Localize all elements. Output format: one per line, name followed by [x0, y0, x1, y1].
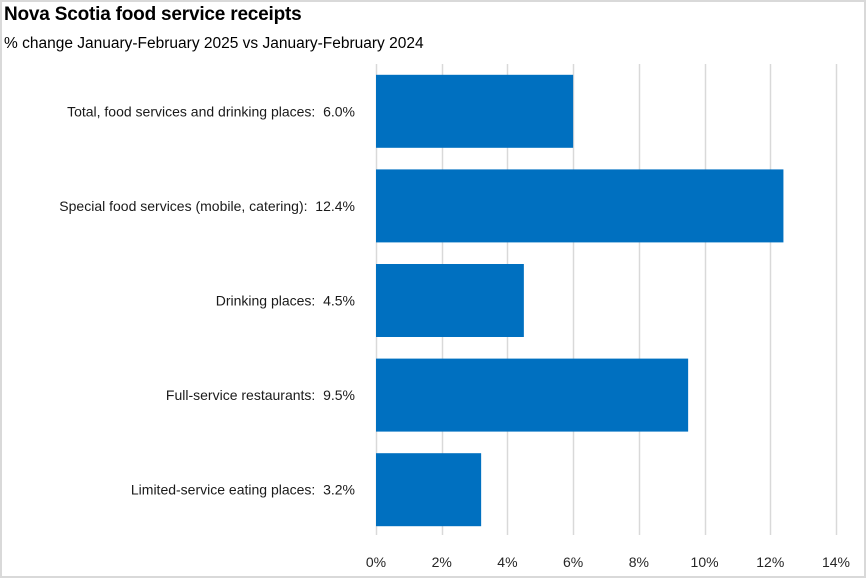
bar	[376, 74, 574, 148]
chart-title: Nova Scotia food service receipts	[4, 4, 302, 25]
bar	[376, 453, 482, 527]
bar	[376, 358, 689, 432]
x-tick-label: 2%	[432, 554, 452, 570]
bars	[376, 74, 784, 527]
category-label: Full-service restaurants: 9.5%	[166, 387, 355, 403]
category-label: Limited-service eating places: 3.2%	[131, 482, 355, 498]
category-labels: Total, food services and drinking places…	[59, 103, 355, 497]
x-tick-label: 6%	[563, 554, 583, 570]
x-tick-label: 8%	[629, 554, 649, 570]
category-label: Total, food services and drinking places…	[67, 103, 355, 119]
x-tick-label: 4%	[497, 554, 517, 570]
x-tick-label: 0%	[366, 554, 386, 570]
category-label: Drinking places: 4.5%	[216, 293, 355, 309]
chart-subtitle: % change January-February 2025 vs Januar…	[4, 35, 424, 52]
bar	[376, 169, 784, 243]
category-label: Special food services (mobile, catering)…	[59, 198, 355, 214]
x-tick-label: 10%	[691, 554, 719, 570]
bar	[376, 264, 524, 337]
x-tick-label: 14%	[822, 554, 850, 570]
x-tick-label: 12%	[756, 554, 784, 570]
x-tick-labels: 0% 2% 4% 6% 8% 10% 12% 14%	[366, 554, 850, 570]
